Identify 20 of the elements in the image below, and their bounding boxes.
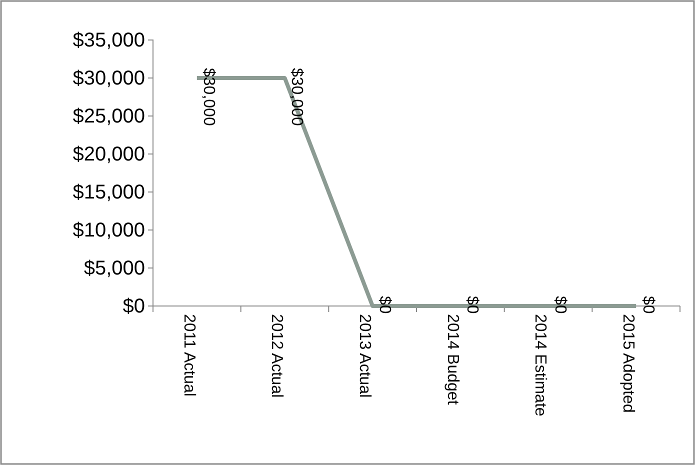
y-tick-label: $0: [122, 295, 145, 318]
y-tick-label: $20,000: [72, 143, 145, 166]
x-tick-label: 2012 Actual: [268, 314, 286, 398]
y-tick-label: $25,000: [72, 105, 145, 128]
y-tick-label: $15,000: [72, 181, 145, 204]
data-label: $30,000: [200, 68, 218, 126]
x-tick-label: 2011 Actual: [180, 314, 198, 396]
x-tick-label: 2014 Budget: [444, 314, 461, 406]
y-tick-label: $5,000: [84, 257, 145, 280]
y-tick-label: $10,000: [72, 219, 145, 242]
data-label: $0: [464, 296, 481, 314]
y-tick-label: $30,000: [72, 67, 145, 90]
data-label: $0: [551, 296, 568, 314]
x-tick-label: 2014 Estimate: [532, 314, 549, 416]
x-tick-label: 2015 Adopted: [619, 314, 636, 413]
data-label: $0: [376, 296, 393, 314]
data-label: $0: [639, 296, 656, 314]
data-label: $30,000: [288, 68, 305, 126]
y-tick-label: $35,000: [72, 29, 145, 52]
x-tick-label: 2013 Actual: [356, 314, 373, 398]
